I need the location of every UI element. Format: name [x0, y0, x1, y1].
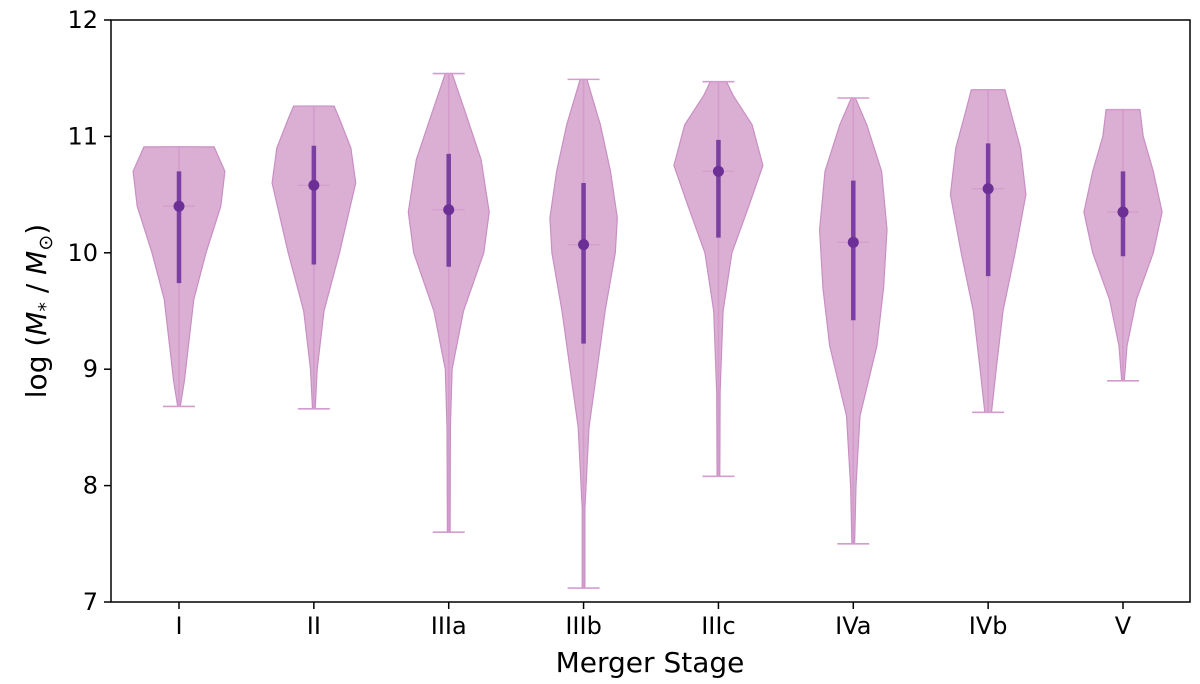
violin-median-dot: [712, 165, 724, 177]
x-tick-label: II: [307, 612, 321, 640]
x-axis-label: Merger Stage: [556, 646, 745, 679]
y-axis-label: log (M* / M⊙): [20, 224, 57, 398]
x-tick-label: IIIb: [565, 612, 601, 640]
y-tick-label: 9: [83, 355, 98, 383]
violin-IIIa: [407, 72, 490, 533]
plot-frame: [110, 19, 1191, 603]
y-tick-label: 11: [67, 122, 98, 150]
violins-layer: [132, 72, 1163, 589]
x-axis-ticks: I II IIIa IIIb IIIc IVa IVb V: [175, 602, 1132, 640]
y-tick-label: 7: [83, 588, 98, 616]
x-tick-label: IIIa: [431, 612, 467, 640]
violin-median-dot: [578, 239, 590, 251]
violin-median-dot: [308, 179, 320, 191]
y-tick-label: 10: [67, 239, 98, 267]
violin-median-dot: [1117, 206, 1129, 218]
y-tick-label: 12: [67, 6, 98, 34]
x-tick-label: V: [1115, 612, 1132, 640]
violin-IVa: [818, 97, 888, 545]
x-tick-label: IVa: [835, 612, 871, 640]
violin-median-dot: [443, 204, 455, 216]
y-axis-ticks: 7 8 9 10 11 12: [67, 6, 111, 616]
violin-I: [132, 146, 226, 408]
y-tick-label: 8: [83, 472, 98, 500]
violin-IIIc: [673, 80, 764, 478]
violin-IIIb: [549, 78, 618, 589]
violin-median-dot: [847, 236, 859, 248]
violin-median-dot: [982, 183, 994, 195]
violin-median-dot: [173, 200, 185, 212]
x-tick-label: IIIc: [701, 612, 735, 640]
violin-V: [1083, 108, 1163, 382]
x-tick-label: IVb: [969, 612, 1008, 640]
violin-II: [271, 105, 357, 410]
violin-IVb: [949, 89, 1027, 414]
x-tick-label: I: [175, 612, 182, 640]
